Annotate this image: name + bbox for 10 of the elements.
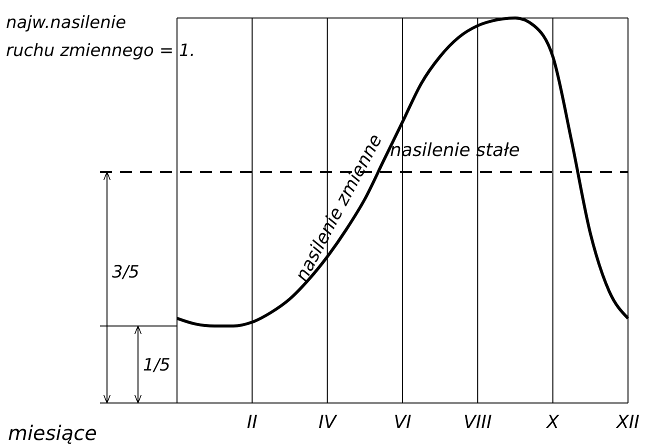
x-tick-label: X [546, 412, 560, 433]
x-axis-title: miesiące [8, 421, 97, 445]
text: 1/5 [143, 356, 170, 376]
x-tick-label: XII [616, 412, 640, 433]
x-tick-label: II [246, 412, 258, 433]
x-tick-label: IV [318, 412, 338, 433]
x-tick-label: VI [394, 412, 412, 433]
text: 3/5 [112, 262, 140, 282]
x-tick-label: VIII [464, 412, 492, 433]
annotation: najw.nasilenie ruchu zmiennego = 1. [6, 13, 196, 61]
